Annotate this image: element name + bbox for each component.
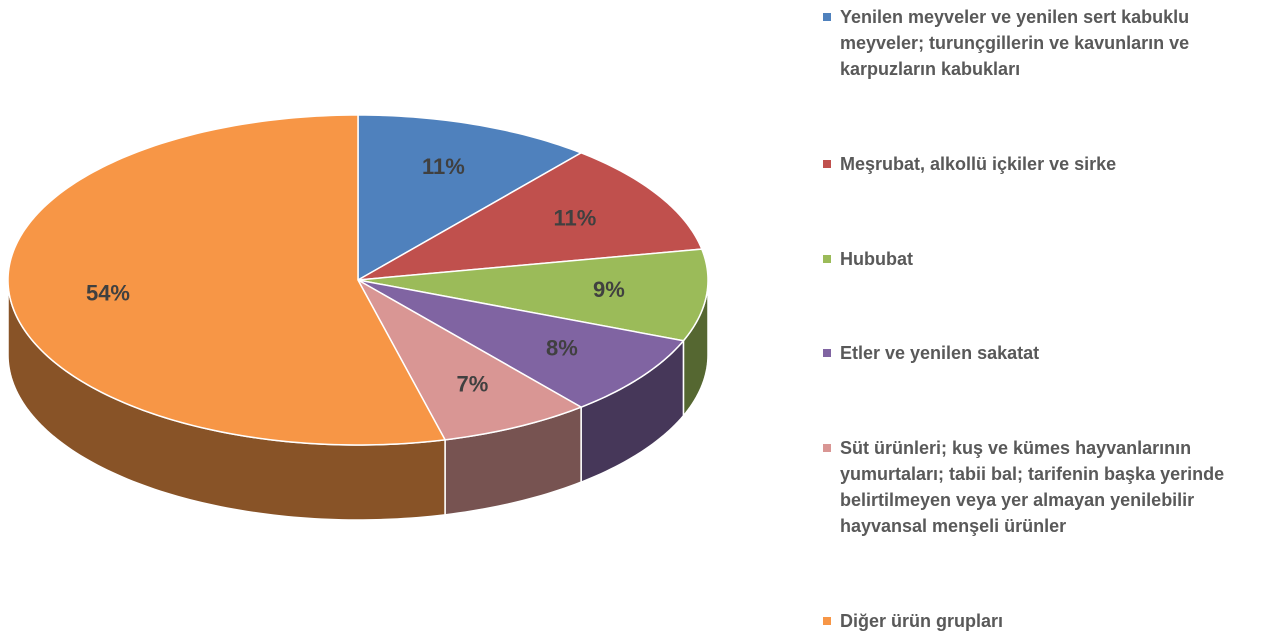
slice — [7, 114, 447, 446]
legend-swatch — [823, 159, 831, 168]
legend-swatch — [823, 616, 831, 625]
data-label: 7% — [457, 372, 489, 397]
slice — [357, 248, 709, 342]
legend-label: Yenilen meyveler ve yenilen sert kabuklu… — [840, 7, 1190, 79]
legend-swatch — [823, 444, 831, 453]
data-label: 54% — [86, 281, 130, 306]
legend-item: Hububat — [820, 246, 1260, 272]
legend-item: Meşrubat, alkollü içkiler ve sirke — [820, 151, 1260, 177]
slice — [356, 278, 583, 441]
legend-swatch — [823, 349, 831, 358]
data-label: 9% — [593, 277, 625, 302]
legend-label: Etler ve yenilen sakatat — [840, 343, 1040, 364]
legend-item: Süt ürünleri; kuş ve kümes hayvanlarının… — [820, 435, 1260, 539]
slice — [357, 279, 685, 408]
legend-swatch — [823, 254, 831, 263]
legend-label: Hububat — [840, 248, 913, 269]
legend: Yenilen meyveler ve yenilen sert kabuklu… — [820, 4, 1260, 634]
data-label: 11% — [422, 154, 465, 179]
slice — [357, 152, 703, 281]
slice — [357, 114, 583, 282]
legend-item: Diğer ürün grupları — [820, 608, 1260, 634]
legend-swatch — [823, 13, 831, 21]
legend-item: Etler ve yenilen sakatat — [820, 340, 1260, 366]
legend-item: Yenilen meyveler ve yenilen sert kabuklu… — [820, 4, 1260, 82]
data-label: 8% — [546, 336, 578, 361]
legend-label: Meşrubat, alkollü içkiler ve sirke — [840, 153, 1117, 174]
data-label: 11% — [553, 205, 596, 230]
legend-label: Diğer ürün grupları — [840, 610, 1004, 631]
chart: 11% 11% 9% 8% 7% 54% — [7, 114, 709, 521]
legend-label: Süt ürünleri; kuş ve kümes hayvanlarının… — [840, 438, 1225, 537]
